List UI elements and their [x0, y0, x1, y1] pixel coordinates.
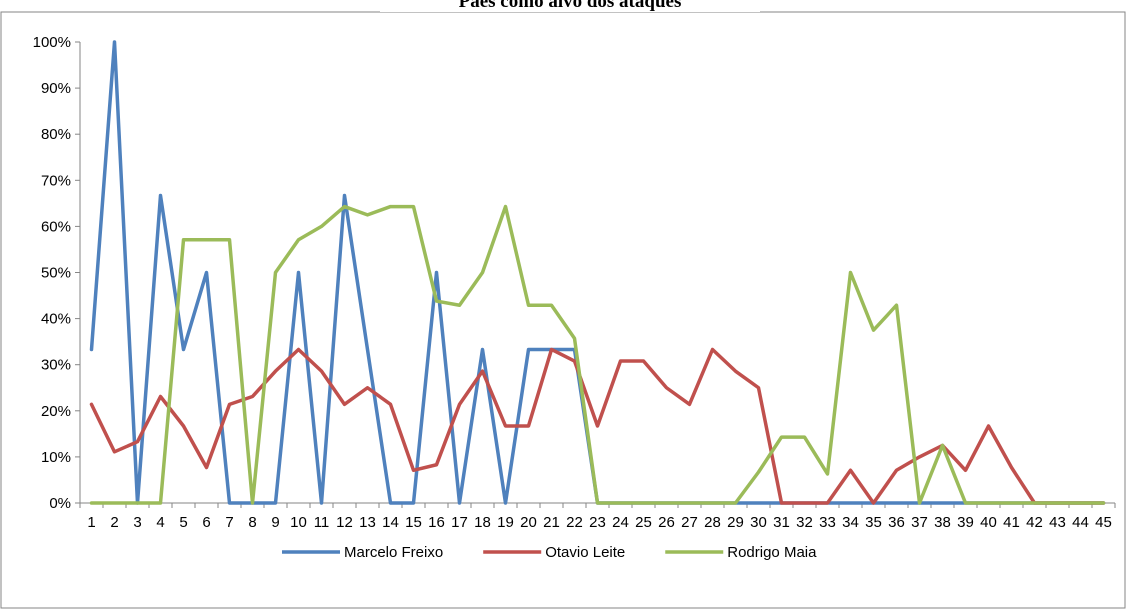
x-tick-label: 8 [248, 514, 256, 531]
x-tick-label: 32 [796, 514, 813, 531]
title-background [380, 0, 760, 12]
x-tick-label: 28 [704, 514, 721, 531]
x-tick-label: 10 [290, 514, 307, 531]
y-tick-label: 80% [41, 126, 71, 143]
y-tick-label: 70% [41, 172, 71, 189]
x-tick-label: 9 [271, 514, 279, 531]
x-tick-label: 26 [658, 514, 675, 531]
series-line-otavio-leite [89, 347, 1106, 505]
legend: Marcelo Freixo Otavio Leite Rodrigo Maia [282, 544, 817, 561]
x-tick-label: 34 [842, 514, 859, 531]
y-tick-label: 90% [41, 80, 71, 97]
x-tick-label: 1 [87, 514, 95, 531]
x-tick-label: 3 [133, 514, 141, 531]
x-tick-label: 40 [980, 514, 997, 531]
x-tick-label: 41 [1003, 514, 1020, 531]
series-line-rodrigo-maia [89, 204, 1106, 505]
x-tick-label: 5 [179, 514, 187, 531]
axes: 0%10%20%30%40%50%60%70%80%90%100%1 2 3 4 5 6 7… [33, 34, 1116, 531]
x-tick-label: 36 [888, 514, 905, 531]
x-tick-label: 13 [359, 514, 376, 531]
x-tick-label: 27 [681, 514, 698, 531]
x-tick-label: 44 [1072, 514, 1089, 531]
y-tick-label: 10% [41, 449, 71, 466]
y-tick-label: 30% [41, 357, 71, 374]
x-tick-label: 2 [110, 514, 118, 531]
y-tick-label: 20% [41, 403, 71, 420]
legend-label-otavio-leite: Otavio Leite [545, 544, 625, 561]
y-tick-label: 60% [41, 218, 71, 235]
legend-label-marcelo-freixo: Marcelo Freixo [344, 544, 443, 561]
x-tick-label: 43 [1049, 514, 1066, 531]
x-tick-label: 25 [635, 514, 652, 531]
x-tick-label: 37 [911, 514, 928, 531]
chart-title: Paes como alvo dos ataques [459, 0, 682, 12]
x-tick-label: 29 [727, 514, 744, 531]
x-tick-label: 18 [474, 514, 491, 531]
x-tick-label: 39 [957, 514, 974, 531]
x-tick-label: 30 [750, 514, 767, 531]
x-tick-label: 23 [589, 514, 606, 531]
x-tick-label: 11 [314, 514, 330, 531]
x-tick-label: 4 [156, 514, 164, 531]
x-tick-label: 19 [497, 514, 514, 531]
x-tick-label: 35 [865, 514, 882, 531]
y-tick-label: 40% [41, 311, 71, 328]
x-tick-label: 12 [336, 514, 353, 531]
x-tick-label: 45 [1095, 514, 1112, 531]
x-tick-label: 22 [566, 514, 583, 531]
y-tick-label: 100% [33, 34, 71, 51]
x-tick-label: 17 [451, 514, 468, 531]
legend-label-rodrigo-maia: Rodrigo Maia [727, 544, 817, 561]
x-tick-label: 42 [1026, 514, 1043, 531]
x-tick-label: 33 [819, 514, 836, 531]
x-tick-label: 6 [202, 514, 210, 531]
x-tick-label: 31 [773, 514, 790, 531]
y-tick-label: 50% [41, 265, 71, 282]
x-tick-label: 14 [382, 514, 399, 531]
x-tick-label: 15 [405, 514, 422, 531]
x-tick-label: 20 [520, 514, 537, 531]
x-tick-label: 38 [934, 514, 951, 531]
chart-border [0, 11, 1126, 609]
series-lines [89, 40, 1106, 505]
x-tick-label: 16 [428, 514, 445, 531]
y-tick-label: 0% [49, 495, 71, 512]
x-tick-label: 24 [612, 514, 629, 531]
x-tick-label: 21 [543, 514, 560, 531]
x-tick-label: 7 [225, 514, 233, 531]
